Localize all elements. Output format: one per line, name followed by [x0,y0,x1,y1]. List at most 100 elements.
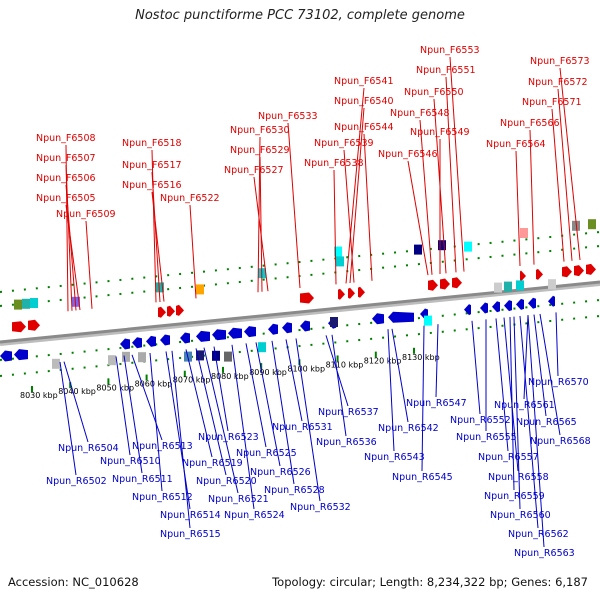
forward-leader-line [85,220,93,309]
reverse-gene-label: Npun_R6528 [264,485,325,496]
feature-box [52,358,60,369]
forward-gene-label: Npun_F6527 [224,165,284,176]
forward-gene-label: Npun_F6530 [230,125,290,136]
reverse-gene-label: Npun_R6565 [516,417,577,428]
reverse-gene-label: Npun_R6545 [392,472,453,483]
forward-leader-line [345,87,365,284]
tick-label: 8110 kbp [326,360,364,369]
forward-leader-line [65,204,81,311]
reverse-leader-line [131,354,163,441]
reverse-leader-line [513,316,521,510]
reverse-leader-line [59,361,77,476]
reverse-gene-label: Npun_R6525 [236,448,297,459]
forward-gene-label: Npun_F6548 [390,108,450,119]
reverse-gene-arrow [14,349,28,361]
forward-leader-line [259,156,263,292]
reverse-leader-line [123,355,143,474]
forward-gene-label: Npun_F6566 [500,118,560,129]
forward-leader-line [287,122,301,289]
forward-leader-line [253,176,269,292]
forward-gene-arrow [440,278,450,290]
forward-gene-label: Npun_F6550 [404,87,464,98]
reverse-leader-line [519,315,539,529]
forward-leader-line [551,108,565,262]
reverse-gene-label: Npun_R6519 [182,458,243,469]
forward-gene-arrow [176,304,184,316]
forward-gene-label: Npun_F6505 [36,193,96,204]
forward-leader-line [449,56,465,272]
feature-box [330,317,338,327]
reverse-leader-line [387,329,395,452]
feature-box [464,241,472,252]
reverse-gene-label: Npun_R6552 [450,415,511,426]
reverse-gene-label: Npun_R6515 [160,529,221,540]
strand-guide-line [0,231,600,293]
forward-gene-label: Npun_F6522 [160,193,220,204]
forward-gene-arrow [520,270,526,282]
forward-gene-label: Npun_F6564 [486,139,546,150]
tick-label: 8090 kbp [249,368,287,377]
reverse-leader-line [331,334,347,437]
forward-gene-label: Npun_F6541 [334,76,394,87]
reverse-gene-label: Npun_R6537 [318,407,379,418]
forward-gene-arrow [338,288,345,300]
reverse-gene-label: Npun_R6560 [490,510,551,521]
forward-leader-line [363,133,373,281]
feature-box [14,299,22,310]
feature-box [258,342,266,353]
forward-leader-line [419,119,433,275]
feature-box [494,282,502,293]
forward-gene-label: Npun_F6546 [378,149,438,160]
reverse-leader-line [271,340,295,485]
forward-leader-line [529,129,535,265]
forward-gene-arrow [428,279,438,291]
reverse-gene-arrow [504,300,512,312]
tick-label: 8070 kbp [173,376,211,385]
forward-leader-line [65,184,77,311]
forward-gene-label: Npun_F6516 [122,180,182,191]
feature-box [22,298,30,309]
reverse-leader-line [231,344,255,510]
reverse-gene-arrow [228,327,242,339]
forward-gene-label: Npun_F6551 [416,65,476,76]
reverse-gene-label: Npun_R6523 [198,432,259,443]
feature-box [108,355,116,366]
reverse-leader-line [435,324,439,398]
forward-leader-line [151,191,165,302]
reverse-leader-line [391,328,409,423]
feature-box [138,352,146,363]
reverse-gene-label: Npun_R6526 [250,467,311,478]
strand-guide-line [0,315,600,377]
forward-leader-line [445,76,457,273]
reverse-gene-label: Npun_R6563 [514,548,575,559]
reverse-gene-label: Npun_R6547 [406,398,467,409]
reverse-leader-line [63,361,89,443]
forward-leader-line [407,160,429,276]
reverse-leader-line [421,325,425,472]
feature-box [122,351,130,362]
reverse-leader-line [539,313,561,436]
reverse-gene-arrow [300,320,310,332]
reverse-leader-line [509,316,515,491]
strand-guide-line [0,299,600,361]
feature-box [72,296,80,307]
forward-gene-label: Npun_F6571 [522,97,582,108]
reverse-gene-arrow [160,334,170,346]
forward-gene-label: Npun_F6507 [36,153,96,164]
forward-gene-label: Npun_F6539 [314,138,374,149]
reverse-gene-arrow [528,297,536,309]
forward-gene-arrow [158,306,166,318]
reverse-gene-label: Npun_R6524 [224,510,285,521]
reverse-gene-label: Npun_R6504 [58,443,119,454]
forward-gene-label: Npun_F6572 [528,77,588,88]
reverse-leader-line [171,350,191,529]
reverse-leader-line [115,356,131,456]
reverse-gene-label: Npun_R6557 [478,452,539,463]
reverse-gene-arrow [464,304,471,316]
reverse-gene-label: Npun_R6513 [132,441,193,452]
reverse-leader-line [295,338,321,502]
feature-box [30,298,38,308]
forward-leader-line [559,67,581,261]
reverse-leader-line [533,314,547,417]
